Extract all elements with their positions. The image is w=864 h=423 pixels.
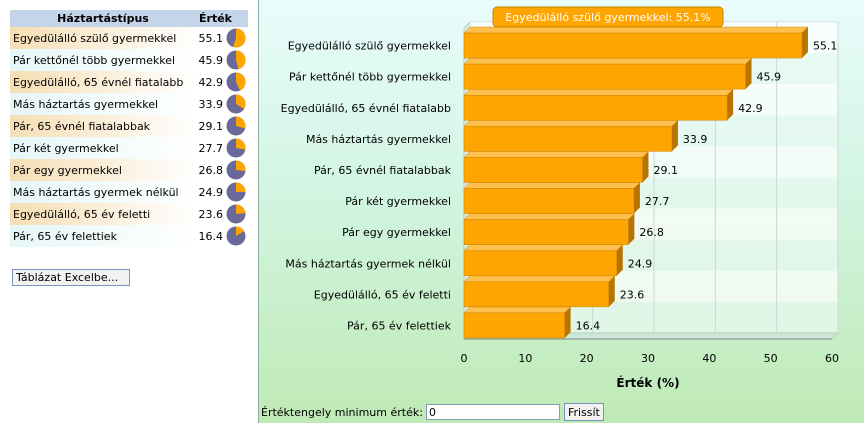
row-value: 27.7 — [198, 141, 224, 155]
bar[interactable] — [463, 244, 624, 276]
row-value: 23.6 — [198, 207, 224, 221]
row-label: Egyedülálló, 65 évnél fiatalabb — [10, 71, 196, 93]
row-value: 45.9 — [198, 53, 224, 67]
bar-value-label: 23.6 — [620, 288, 645, 301]
header-type: Háztartástípus — [57, 12, 149, 25]
pie-icon — [226, 28, 246, 48]
category-label: Pár kettőnél több gyermekkel — [289, 71, 451, 84]
bar-value-label: 42.9 — [738, 102, 763, 115]
category-label: Egyedülálló, 65 év feletti — [314, 288, 451, 301]
table-row[interactable]: Más háztartás gyermekkel 33.9 — [10, 93, 248, 115]
row-value: 29.1 — [198, 119, 224, 133]
table-row[interactable]: Más háztartás gyermek nélkül 24.9 — [10, 181, 248, 203]
axis-min-controls: Értéktengely minimum érték: Frissít — [261, 403, 604, 421]
export-excel-button[interactable]: Táblázat Excelbe... — [12, 269, 130, 286]
table-row[interactable]: Egyedülálló szülő gyermekkel 55.1 — [10, 27, 248, 49]
x-tick-label: 10 — [518, 352, 532, 365]
refresh-button[interactable]: Frissít — [563, 403, 604, 421]
x-tick-label: 0 — [461, 352, 468, 365]
bar[interactable] — [463, 306, 572, 339]
row-label: Pár egy gyermekkel — [10, 159, 196, 181]
bar-value-label: 16.4 — [576, 319, 601, 332]
row-value: 24.9 — [198, 185, 224, 199]
category-label: Pár két gyermekkel — [345, 195, 451, 208]
row-label: Más háztartás gyermekkel — [10, 93, 196, 115]
category-label: Pár, 65 év felettiek — [347, 319, 452, 332]
chart-panel: 0 10 20 30 40 50 60 Érték (%) 55.1 Egyedülálló sz… — [258, 0, 864, 423]
category-label: Pár, 65 évnél fiatalabbak — [314, 164, 452, 177]
bar-value-label: 33.9 — [683, 133, 708, 146]
row-label: Pár, 65 évnél fiatalabbak — [10, 115, 196, 137]
table-header: Háztartástípus Érték — [10, 10, 248, 27]
header-value: Érték — [199, 12, 232, 25]
bar[interactable] — [463, 89, 734, 121]
row-value: 55.1 — [198, 31, 224, 45]
row-value: 42.9 — [198, 75, 224, 89]
row-label: Pár két gyermekkel — [10, 137, 196, 159]
pie-icon — [226, 160, 246, 180]
bar-tooltip: Egyedülálló szülő gyermekkel: 55.1% — [492, 6, 724, 28]
x-tick-label: 20 — [580, 352, 594, 365]
pie-icon — [226, 138, 246, 158]
axis-min-label: Értéktengely minimum érték: — [261, 405, 423, 419]
table-row[interactable]: Egyedülálló, 65 évnél fiatalabb 42.9 — [10, 71, 248, 93]
bar[interactable] — [463, 182, 641, 214]
pie-icon — [226, 116, 246, 136]
pie-icon — [226, 182, 246, 202]
bar-value-label: 27.7 — [645, 195, 670, 208]
category-label: Pár egy gyermekkel — [342, 226, 451, 239]
category-label: Más háztartás gyermekkel — [306, 133, 451, 146]
row-label: Pár, 65 év felettiek — [10, 225, 196, 247]
pie-icon — [226, 72, 246, 92]
bar[interactable] — [463, 213, 635, 245]
bar-value-label: 45.9 — [757, 71, 782, 84]
row-value: 16.4 — [198, 229, 224, 243]
bar-value-label: 26.8 — [639, 226, 664, 239]
bar-value-label: 29.1 — [653, 164, 678, 177]
category-label: Más háztartás gyermek nélkül — [285, 257, 451, 270]
row-value: 26.8 — [198, 163, 224, 177]
bar[interactable] — [463, 26, 809, 59]
row-label: Pár kettőnél több gyermekkel — [10, 49, 196, 71]
row-label: Egyedülálló, 65 év feletti — [10, 203, 196, 225]
category-label: Egyedülálló szülő gyermekkel — [288, 40, 451, 53]
table-row[interactable]: Pár egy gyermekkel 26.8 — [10, 159, 248, 181]
pie-icon — [226, 94, 246, 114]
data-table: Háztartástípus Érték Egyedülálló szülő g… — [10, 10, 248, 247]
bar[interactable] — [463, 57, 753, 90]
pie-icon — [226, 204, 246, 224]
x-tick-label: 60 — [825, 352, 839, 365]
bar[interactable] — [463, 275, 616, 308]
bar[interactable] — [463, 151, 650, 183]
table-row[interactable]: Pár, 65 évnél fiatalabbak 29.1 — [10, 115, 248, 137]
tooltip-text: Egyedülálló szülő gyermekkel: 55.1% — [505, 11, 710, 24]
bar-value-label: 55.1 — [813, 40, 838, 53]
row-label: Más háztartás gyermek nélkül — [10, 181, 196, 203]
bar-value-label: 24.9 — [628, 257, 653, 270]
bar[interactable] — [463, 120, 679, 152]
category-label: Egyedülálló, 65 évnél fiatalabb — [281, 102, 451, 115]
row-value: 33.9 — [198, 97, 224, 111]
x-tick-label: 50 — [764, 352, 778, 365]
bar-chart: 0 10 20 30 40 50 60 Érték (%) 55.1 Egyedülálló sz… — [281, 6, 840, 390]
table-row[interactable]: Pár két gyermekkel 27.7 — [10, 137, 248, 159]
table-rows: Egyedülálló szülő gyermekkel 55.1 Pár kett… — [10, 27, 248, 247]
pie-icon — [226, 50, 246, 70]
table-row[interactable]: Egyedülálló, 65 év feletti 23.6 — [10, 203, 248, 225]
axis-min-input[interactable] — [425, 404, 560, 420]
table-row[interactable]: Pár kettőnél több gyermekkel 45.9 — [10, 49, 248, 71]
pie-icon — [226, 226, 246, 246]
x-tick-label: 40 — [702, 352, 716, 365]
x-axis-title: Érték (%) — [616, 375, 679, 390]
row-label: Egyedülálló szülő gyermekkel — [10, 27, 196, 49]
x-tick-label: 30 — [641, 352, 655, 365]
table-row[interactable]: Pár, 65 év felettiek 16.4 — [10, 225, 248, 247]
data-table-panel: Háztartástípus Érték Egyedülálló szülő g… — [0, 0, 258, 423]
